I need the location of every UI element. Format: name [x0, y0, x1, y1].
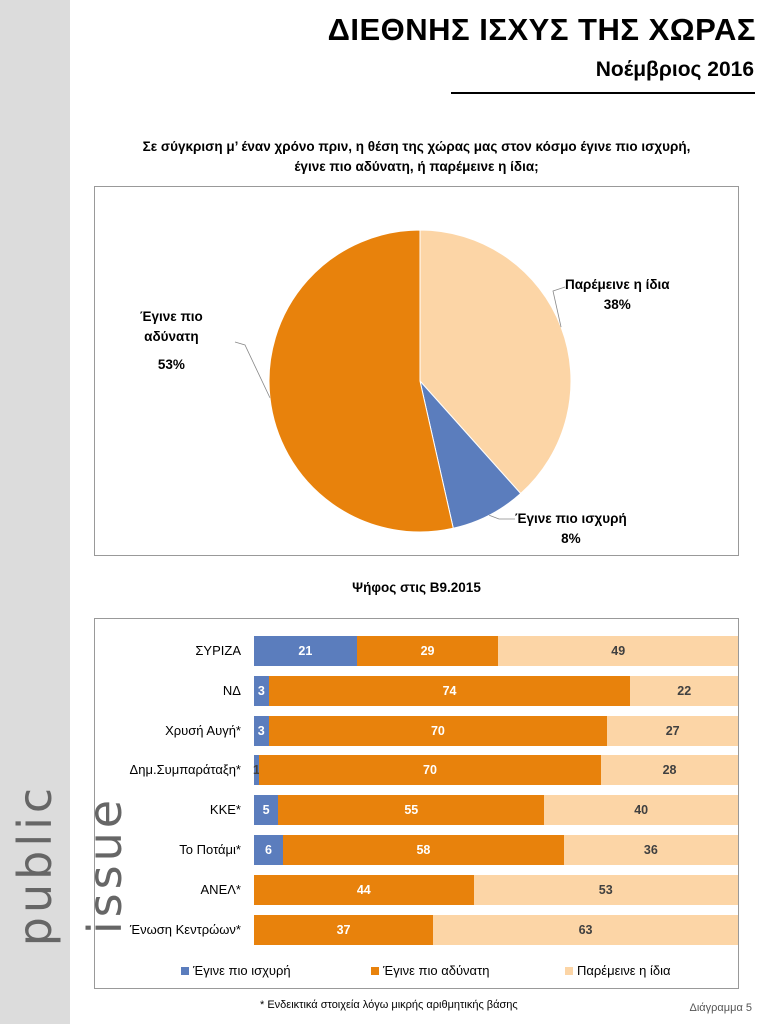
- pie-label-value: 38%: [603, 297, 631, 312]
- legend-item: Παρέμεινε η ίδια: [565, 963, 671, 979]
- pie-leader-line: [552, 286, 566, 328]
- bar-value-label: 63: [578, 922, 593, 937]
- pie-leader-line: [234, 341, 271, 398]
- bar-segment: [283, 835, 564, 865]
- bar-segment: [498, 636, 738, 666]
- bar-value-label: 1: [253, 763, 260, 778]
- bar-category-label: ΚΚΕ*: [209, 802, 241, 818]
- pie-slice: [268, 229, 454, 533]
- bar-value-label: 36: [643, 843, 658, 857]
- bar-value-label: 55: [404, 803, 419, 818]
- bar-chart-title: Ψήφος στις Β9.2015: [352, 580, 481, 595]
- bar-segment: [268, 715, 608, 746]
- question-line-1: Σε σύγκριση μ’ έναν χρόνο πριν, η θέση τ…: [142, 139, 691, 154]
- bar-segment: [254, 835, 284, 865]
- bar-chart-panel: ΣΥΡΙΖΑ 21 29 49 ΝΔ 3 74 22 Χρυσή Αυγή* 3 70 27 Δημ.Σ…: [94, 618, 739, 989]
- pie-label-text: αδύνατη: [144, 329, 199, 344]
- page-subtitle: Νοέμβριος 2016: [595, 58, 754, 81]
- pie-label-text: Έγινε πιο: [140, 309, 203, 324]
- page-title: ΔΙΕΘΝΗΣ ΙΣΧΥΣ ΤΗΣ ΧΩΡΑΣ: [327, 12, 756, 47]
- footnote: * Ενδεικτικά στοιχεία λόγω μικρής αριθμη…: [260, 999, 518, 1011]
- bar-value-label: 49: [611, 644, 626, 658]
- pie-label: Έγινε πιο αδύνατη 53%: [140, 307, 203, 375]
- pie-slice: [419, 229, 572, 495]
- bar-segment: [607, 715, 738, 746]
- bar-category-label: Χρυσή Αυγή*: [165, 722, 241, 738]
- sidebar: public issue: [0, 0, 132, 1024]
- bar-category-label: Το Ποτάμι*: [179, 842, 241, 857]
- bar-segment: [473, 874, 738, 905]
- bar-segment: [563, 835, 738, 865]
- bar-value-label: 27: [665, 723, 680, 738]
- legend-swatch: [371, 966, 379, 975]
- bar-value-label: 28: [662, 763, 677, 778]
- bar-value-label: 37: [336, 922, 351, 937]
- bar-segment: [601, 755, 738, 786]
- legend-label: Παρέμεινε η ίδια: [577, 963, 671, 978]
- pie-label-text: Έγινε πιο ισχυρή: [515, 511, 627, 526]
- pie-label-value: 8%: [561, 531, 581, 546]
- pie-label-text: Παρέμεινε η ίδια: [565, 277, 670, 292]
- bar-value-label: 21: [298, 644, 313, 658]
- bar-value-label: 40: [634, 803, 649, 818]
- legend-swatch: [181, 966, 189, 975]
- pie-label: Παρέμεινε η ίδια 38%: [565, 275, 670, 315]
- bar-category-label: Ένωση Κεντρώων*: [129, 921, 241, 937]
- bar-value-label: 5: [262, 803, 270, 818]
- bar-value-label: 74: [442, 683, 457, 698]
- bar-segment: [254, 874, 474, 905]
- bar-segment: [258, 755, 602, 786]
- bar-value-label: 58: [416, 843, 431, 857]
- bar-segment: [254, 715, 269, 746]
- survey-question: Σε σύγκριση μ’ έναν χρόνο πριν, η θέση τ…: [95, 137, 738, 177]
- bar-segment: [433, 914, 738, 945]
- bar-value-label: 53: [598, 882, 613, 897]
- pie-label-value: 53%: [157, 357, 185, 372]
- bar-value-label: 6: [265, 843, 272, 857]
- bar-segment: [268, 675, 631, 706]
- bar-chart-legend: Έγινε πιο ισχυρή Έγινε πιο αδύνατη Παρέμει…: [95, 959, 738, 983]
- bar-segment: [630, 675, 738, 706]
- bar-segment: [254, 675, 269, 706]
- bar-value-label: 29: [420, 644, 435, 658]
- bar-segment: [544, 795, 738, 826]
- bar-category-label: ΝΔ: [222, 682, 241, 698]
- bar-value-label: 70: [430, 723, 445, 738]
- legend-swatch: [565, 966, 573, 975]
- bar-value-label: 44: [356, 882, 371, 897]
- bar-value-label: 22: [677, 683, 692, 698]
- pie-chart: [234, 229, 572, 533]
- bar-category-label: ΣΥΡΙΖΑ: [195, 643, 241, 658]
- bar-segment: [278, 795, 545, 826]
- legend-item: Έγινε πιο αδύνατη: [371, 963, 489, 979]
- bar-value-label: 3: [257, 723, 265, 738]
- bar-value-label: 3: [257, 683, 265, 698]
- page-number: Διάγραμμα 5: [689, 1002, 752, 1014]
- bar-segment: [356, 636, 499, 666]
- bar-category-label: ΑΝΕΛ*: [200, 881, 241, 897]
- pie-leader-line: [489, 514, 515, 520]
- bar-category-label: Δημ.Συμπαράταξη*: [129, 762, 241, 778]
- bar-segment: [254, 914, 434, 945]
- legend-item: Έγινε πιο ισχυρή: [181, 963, 291, 979]
- bar-segment: [254, 636, 357, 666]
- pie-chart-panel: Έγινε πιο ισχυρή 8% Έγινε πιο αδύνατη 53% Παρ…: [94, 186, 739, 556]
- pie-label: Έγινε πιο ισχυρή 8%: [515, 509, 627, 549]
- legend-label: Έγινε πιο αδύνατη: [383, 963, 490, 978]
- bar-value-label: 70: [423, 763, 437, 778]
- legend-label: Έγινε πιο ισχυρή: [193, 963, 291, 978]
- title-divider: [451, 92, 755, 94]
- bar-segment: [254, 795, 279, 826]
- brand-logo: public issue: [8, 783, 132, 947]
- bar-segment: [254, 755, 259, 786]
- question-line-2: έγινε πιο αδύνατη, ή παρέμεινε η ίδια;: [294, 159, 539, 174]
